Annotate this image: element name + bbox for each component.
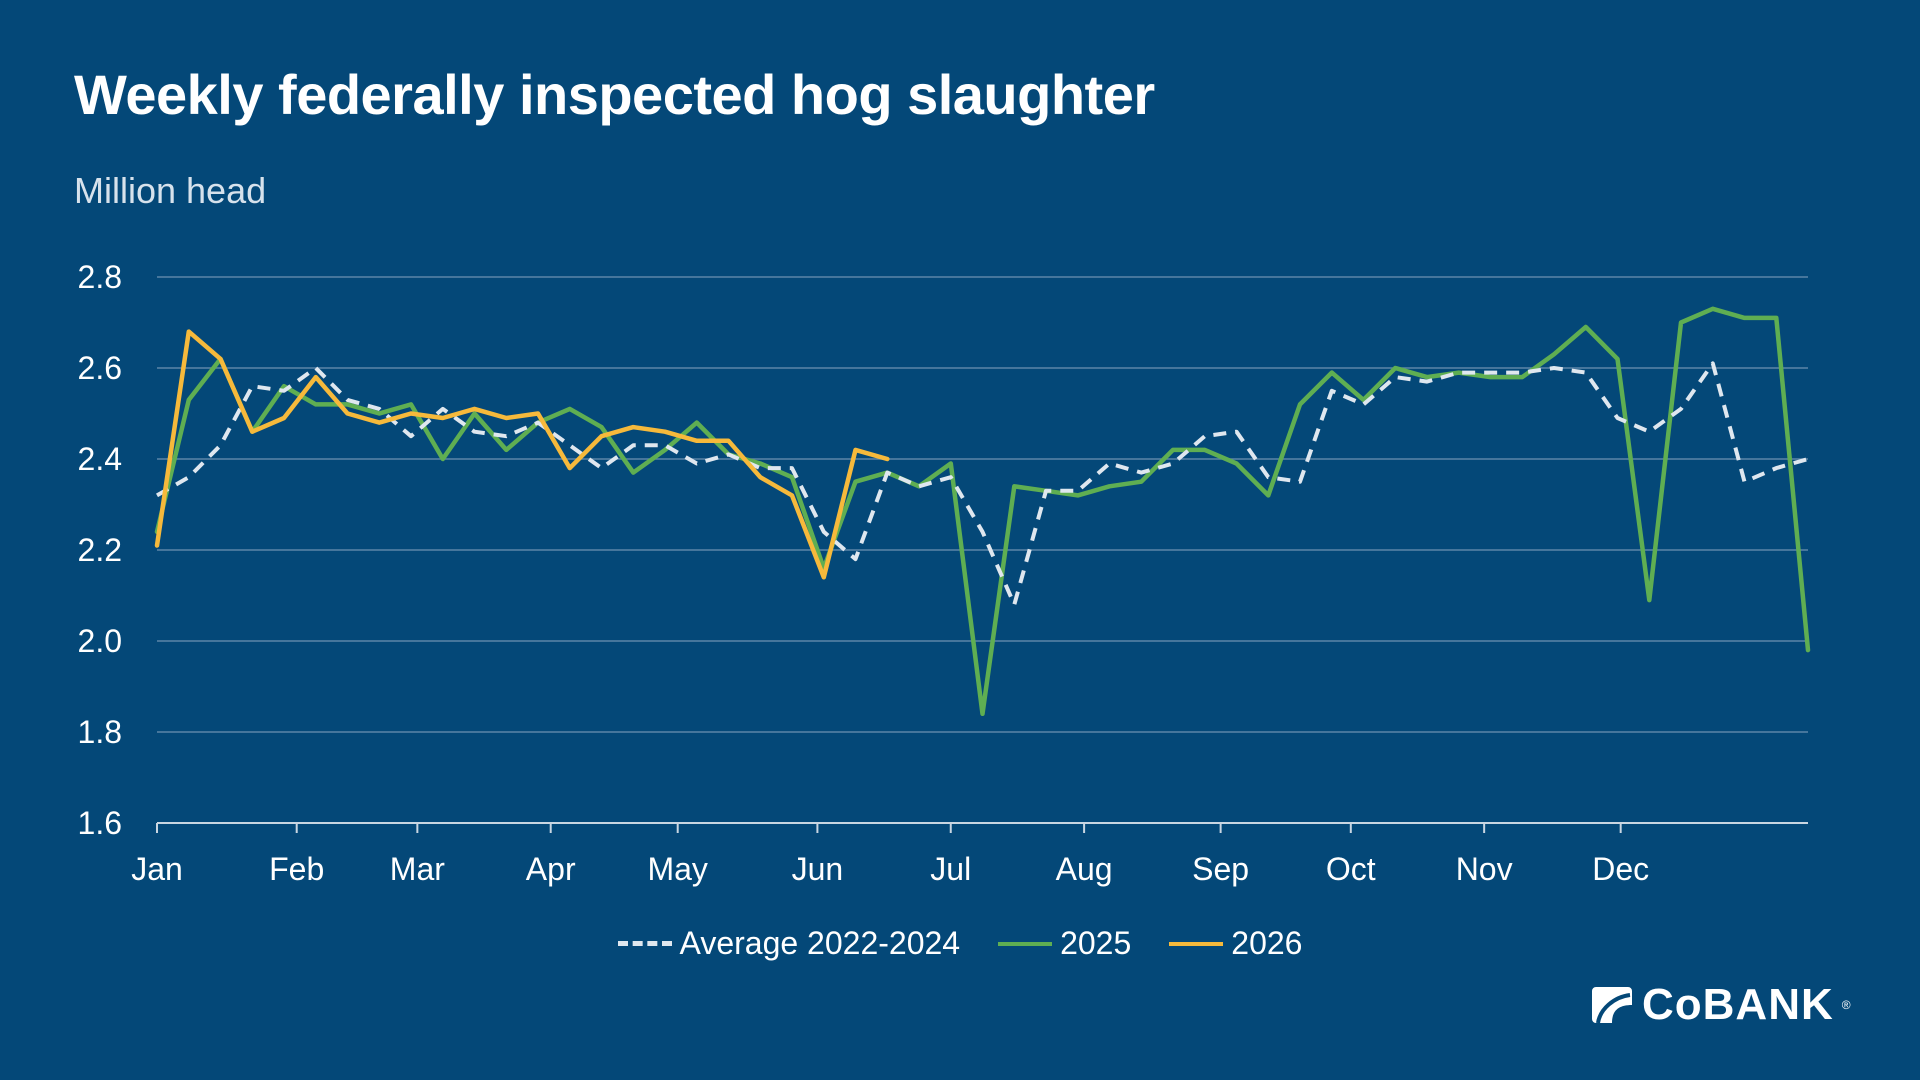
x-tick-label: Nov [1456, 851, 1513, 887]
cobank-logo-text: CoBANK [1642, 980, 1834, 1029]
series-line-average [156, 361, 1809, 607]
x-tick-label: Feb [269, 851, 324, 887]
legend-swatch-average [617, 941, 672, 946]
legend-swatch-2025 [998, 941, 1053, 946]
y-tick-label: 2.4 [78, 441, 122, 477]
x-tick-label: Jul [930, 851, 971, 887]
legend-item-2026: 2026 [1169, 925, 1302, 962]
legend-swatch-2026 [1169, 941, 1224, 946]
x-tick-label: May [647, 851, 707, 887]
legend-label-average: Average 2022-2024 [679, 925, 961, 961]
y-tick-label: 1.6 [78, 805, 122, 841]
cobank-logo: CoBANK ® [1590, 980, 1851, 1030]
y-tick-label: 2.2 [78, 532, 122, 568]
cobank-logo-mark-icon [1592, 987, 1632, 1024]
x-tick-label: Dec [1592, 851, 1649, 887]
x-tick-label: Oct [1326, 851, 1376, 887]
legend: Average 2022-2024 2025 2026 [0, 925, 1920, 962]
y-axis-unit-label: Million head [74, 170, 267, 211]
series-line-2026 [154, 329, 890, 580]
legend-item-2025: 2025 [998, 925, 1131, 962]
series-lines [154, 306, 1811, 717]
legend-label-2026: 2026 [1231, 925, 1303, 961]
legend-item-average: Average 2022-2024 [617, 925, 961, 962]
x-tick-label: Jun [792, 851, 844, 887]
y-tick-label: 2.8 [78, 259, 122, 295]
x-tick-label: Aug [1056, 851, 1113, 887]
x-tick-label: Mar [390, 851, 445, 887]
chart-title: Weekly federally inspected hog slaughter [74, 63, 1155, 126]
x-axis-ticks: Jan Feb Mar Apr May Jun Jul Aug Sep Oct Nov Dec [131, 823, 1649, 887]
y-tick-label: 1.8 [78, 714, 122, 750]
y-tick-label: 2.0 [78, 623, 122, 659]
legend-label-2025: 2025 [1060, 925, 1132, 961]
y-axis-ticks: 1.6 1.8 2.0 2.2 2.4 2.6 2.8 [78, 259, 122, 841]
x-tick-label: Apr [526, 851, 576, 887]
y-tick-label: 2.6 [78, 350, 122, 386]
registered-mark: ® [1841, 998, 1851, 1012]
x-tick-label: Jan [131, 851, 183, 887]
x-tick-label: Sep [1192, 851, 1249, 887]
gridlines [157, 276, 1808, 824]
